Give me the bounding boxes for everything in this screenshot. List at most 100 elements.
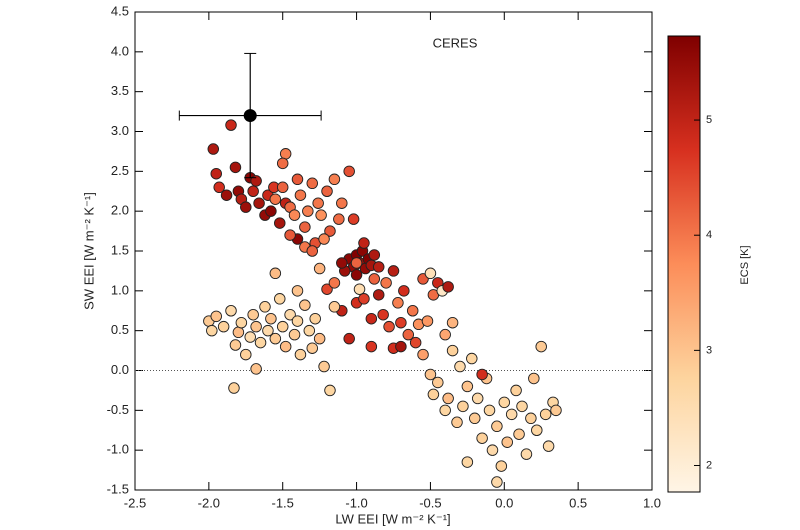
scatter-point bbox=[368, 273, 381, 285]
scatter-point bbox=[279, 148, 292, 160]
scatter-point bbox=[321, 185, 333, 197]
y-tick-label: 3.5 bbox=[111, 83, 129, 98]
y-tick-label: -1.0 bbox=[107, 442, 129, 457]
scatter-point bbox=[306, 245, 319, 257]
scatter-point bbox=[495, 460, 508, 472]
scatter-point bbox=[409, 336, 422, 349]
x-axis-label: LW EEI [W m⁻² K⁻¹] bbox=[335, 511, 450, 526]
scatter-point bbox=[318, 233, 330, 245]
scatter-point bbox=[254, 336, 267, 349]
scatter-point bbox=[347, 213, 360, 225]
scatter-point bbox=[336, 197, 348, 209]
scatter-point bbox=[510, 384, 522, 397]
scatter-point bbox=[321, 283, 333, 295]
x-tick-label: 1.0 bbox=[643, 495, 661, 510]
scatter-point bbox=[454, 360, 466, 373]
scatter-point bbox=[318, 360, 330, 373]
scatter-point bbox=[291, 285, 304, 297]
scatter-point bbox=[531, 424, 543, 437]
scatter-point bbox=[244, 331, 256, 343]
scatter-point bbox=[262, 324, 274, 337]
scatter-point bbox=[457, 400, 469, 413]
y-tick-label: 0.5 bbox=[111, 322, 129, 337]
colorbar-tick-label: 5 bbox=[706, 114, 712, 126]
scatter-point bbox=[336, 257, 348, 269]
scatter-point bbox=[213, 181, 225, 194]
colorbar-label: ECS [K] bbox=[739, 245, 751, 284]
scatter-point bbox=[247, 185, 259, 197]
scatter-point bbox=[306, 342, 319, 354]
scatter-point bbox=[210, 310, 222, 323]
scatter-point bbox=[395, 316, 407, 329]
scatter-point bbox=[516, 400, 528, 413]
scatter-point bbox=[247, 308, 259, 321]
scatter-point bbox=[291, 315, 304, 327]
scatter-point bbox=[451, 416, 463, 429]
scatter-point bbox=[265, 312, 277, 325]
scatter-point bbox=[427, 388, 440, 401]
scatter-point bbox=[358, 293, 370, 305]
scatter-point bbox=[288, 328, 301, 341]
scatter-point bbox=[535, 340, 547, 353]
scatter-point bbox=[406, 305, 419, 317]
scatter-point bbox=[312, 197, 324, 209]
scatter-point bbox=[217, 320, 230, 333]
scatter-point bbox=[350, 269, 363, 281]
scatter-point bbox=[439, 328, 451, 341]
y-tick-label: 2.5 bbox=[111, 163, 129, 178]
scatter-point bbox=[368, 249, 381, 261]
scatter-point bbox=[343, 332, 355, 345]
scatter-point bbox=[424, 368, 437, 381]
y-tick-label: 4.0 bbox=[111, 43, 129, 58]
scatter-point bbox=[276, 157, 289, 170]
scatter-point bbox=[315, 209, 327, 221]
scatter-point bbox=[328, 277, 341, 289]
scatter-point bbox=[279, 340, 292, 353]
scatter-point bbox=[491, 476, 503, 488]
scatter-point bbox=[501, 436, 513, 448]
scatter-point bbox=[313, 332, 326, 345]
scatter-point bbox=[539, 408, 552, 421]
scatter-point bbox=[442, 392, 454, 405]
scatter-point bbox=[476, 368, 488, 381]
scatter-point bbox=[513, 428, 525, 440]
scatter-point bbox=[294, 348, 307, 361]
scatter-point bbox=[284, 308, 296, 321]
y-tick-label: 0.0 bbox=[111, 362, 129, 377]
scatter-point bbox=[542, 440, 555, 452]
scatter-point bbox=[446, 316, 459, 329]
scatter-point bbox=[421, 315, 434, 327]
scatter-point bbox=[225, 119, 237, 131]
scatter-point bbox=[402, 328, 415, 341]
scatter-point bbox=[383, 320, 395, 333]
scatter-point bbox=[483, 404, 496, 417]
colorbar-tick-label: 4 bbox=[706, 229, 712, 241]
scatter-point bbox=[291, 173, 304, 186]
scatter-point bbox=[398, 285, 410, 297]
scatter-point bbox=[269, 332, 282, 345]
scatter-point bbox=[372, 261, 385, 273]
colorbar-tick-label: 3 bbox=[706, 344, 712, 356]
scatter-point bbox=[240, 348, 252, 361]
scatter-point bbox=[269, 267, 282, 280]
scatter-point bbox=[228, 382, 240, 394]
y-axis-label: SW EEI [W m⁻² K⁻¹] bbox=[81, 192, 96, 310]
scatter-point bbox=[392, 297, 404, 309]
scatter-point bbox=[235, 316, 248, 329]
scatter-point bbox=[377, 308, 389, 321]
y-tick-label: 4.5 bbox=[111, 3, 129, 18]
scatter-point bbox=[358, 237, 370, 249]
scatter-point bbox=[468, 412, 481, 425]
scatter-point bbox=[520, 448, 533, 460]
y-tick-label: 1.5 bbox=[111, 242, 129, 257]
x-tick-label: 0.0 bbox=[495, 495, 513, 510]
scatter-point bbox=[471, 392, 484, 405]
scatter-point bbox=[250, 320, 262, 333]
y-tick-label: 2.0 bbox=[111, 203, 129, 218]
y-tick-label: -0.5 bbox=[107, 402, 129, 417]
scatter-point bbox=[372, 289, 385, 301]
scatter-point bbox=[343, 165, 355, 178]
scatter-point bbox=[309, 312, 321, 325]
scatter-point bbox=[284, 229, 296, 241]
